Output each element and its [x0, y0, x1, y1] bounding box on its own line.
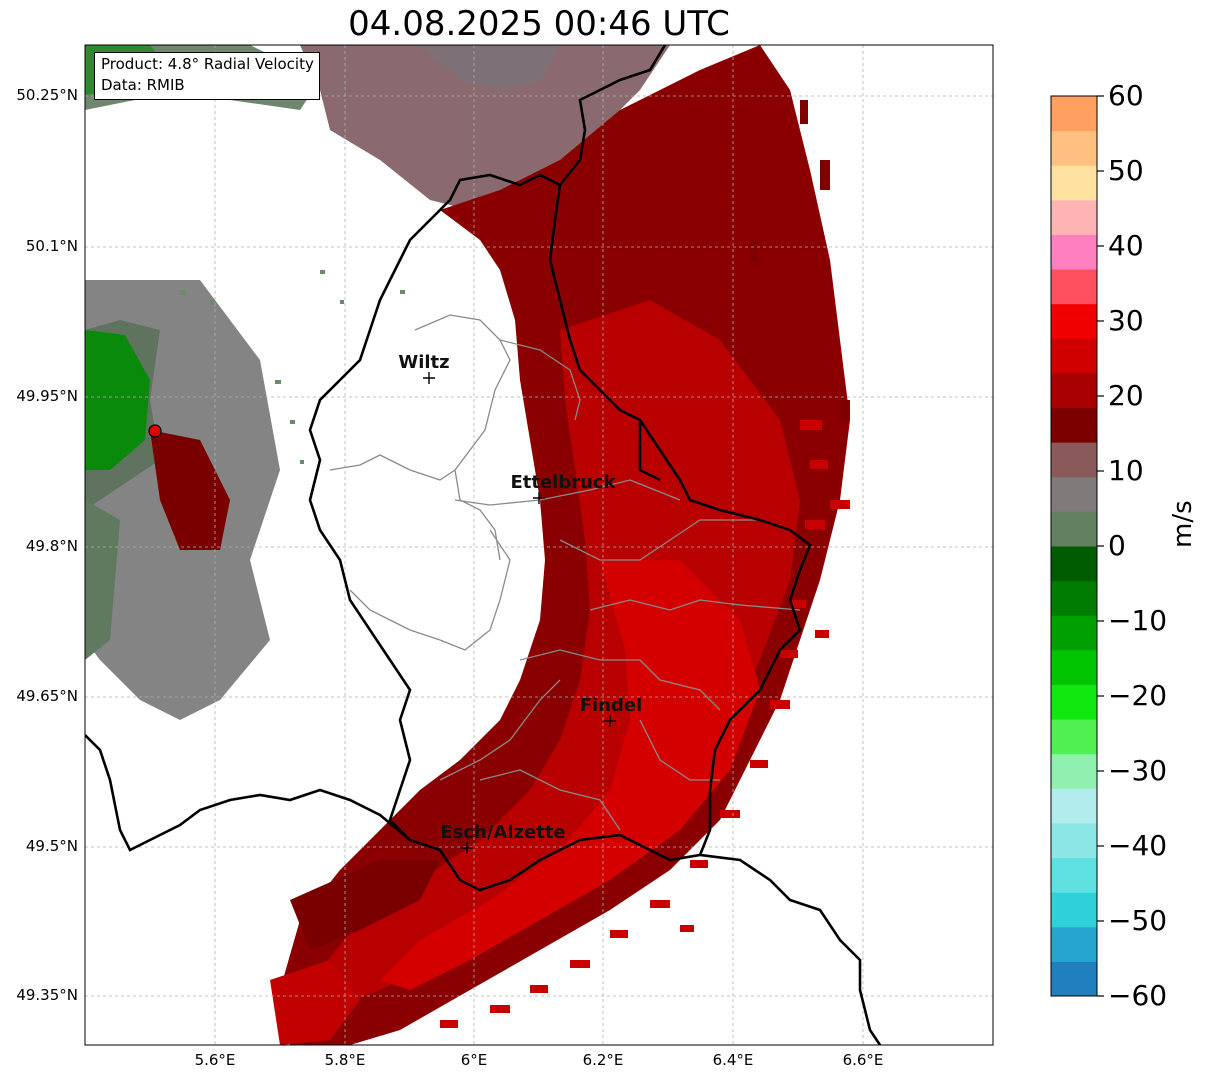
canton-borders	[329, 314, 801, 831]
city-label-esch-alzette: Esch/Alzette	[440, 822, 565, 843]
map-frame	[84, 44, 994, 1046]
colorbar-tick-marks	[1097, 95, 1104, 997]
colorbar-band	[1051, 269, 1097, 305]
city-label-wiltz: Wiltz	[398, 352, 449, 373]
data-source-label: Data: RMIB	[101, 76, 185, 94]
colorbar-tick-0: 0	[1108, 528, 1126, 562]
colorbar-tick-60: 60	[1108, 78, 1144, 112]
colorbar-band	[1051, 580, 1097, 616]
city-label-findel: Findel	[580, 695, 643, 716]
lon-tick-5-8: 5.8°E	[324, 1051, 366, 1069]
colorbar-band	[1051, 130, 1097, 166]
colorbar-tick-20: 20	[1108, 378, 1144, 412]
lon-tick-5-6: 5.6°E	[194, 1051, 236, 1069]
colorbar-band	[1051, 649, 1097, 685]
lon-tick-6-0: 6°E	[460, 1051, 488, 1069]
colorbar-tick-m20: −20	[1108, 678, 1168, 712]
colorbar-tick-m40: −40	[1108, 828, 1168, 862]
colorbar-label: m/s	[1168, 500, 1198, 548]
radar-echoes	[85, 45, 850, 1045]
colorbar-tick-10: 10	[1108, 453, 1144, 487]
colorbar-tick-m30: −30	[1108, 753, 1168, 787]
city-markers: Wiltz Ettelbruck Findel Esch/Alzette	[398, 352, 642, 854]
colorbar-band	[1051, 96, 1097, 132]
colorbar-band	[1051, 546, 1097, 582]
lon-tick-6-4: 6.4°E	[712, 1051, 754, 1069]
colorbar-band	[1051, 961, 1097, 997]
lat-tick-49-65: 49.65°N	[16, 687, 78, 705]
city-marker-ettelbruck: Ettelbruck	[510, 472, 617, 504]
lon-tick-6-6: 6.6°E	[842, 1051, 884, 1069]
colorbar-band	[1051, 165, 1097, 201]
city-label-ettelbruck: Ettelbruck	[510, 472, 616, 493]
city-marker-findel: Findel	[580, 695, 643, 727]
map-gridlines	[85, 45, 993, 1045]
colorbar-tick-40: 40	[1108, 228, 1144, 262]
colorbar	[1051, 96, 1097, 997]
colorbar-band	[1051, 719, 1097, 755]
map-title: 04.08.2025 00:46 UTC	[348, 4, 730, 44]
product-info-box: Product: 4.8° Radial Velocity Data: RMIB	[94, 52, 320, 100]
lat-tick-49-8: 49.8°N	[25, 537, 78, 555]
colorbar-band	[1051, 338, 1097, 374]
colorbar-band	[1051, 615, 1097, 651]
colorbar-band	[1051, 753, 1097, 789]
product-label: Product: 4.8° Radial Velocity	[101, 55, 314, 73]
colorbar-band	[1051, 788, 1097, 824]
colorbar-band	[1051, 684, 1097, 720]
radar-site-marker	[148, 424, 162, 438]
colorbar-band	[1051, 822, 1097, 859]
colorbar-band	[1051, 199, 1097, 235]
colorbar-tick-50: 50	[1108, 153, 1144, 187]
colorbar-band	[1051, 511, 1097, 547]
city-marker-esch: Esch/Alzette	[440, 822, 566, 854]
colorbar-band	[1051, 857, 1097, 893]
lat-tick-49-5: 49.5°N	[25, 837, 78, 855]
lon-tick-6-2: 6.2°E	[582, 1051, 624, 1069]
lat-tick-50-25: 50.25°N	[16, 86, 78, 104]
colorbar-band	[1051, 303, 1097, 339]
colorbar-band	[1051, 926, 1097, 962]
lat-tick-50-1: 50.1°N	[25, 237, 78, 255]
colorbar-band	[1051, 476, 1097, 512]
country-borders	[85, 45, 882, 1045]
lat-tick-49-35: 49.35°N	[16, 986, 78, 1004]
city-marker-wiltz: Wiltz	[398, 352, 450, 384]
colorbar-tick-m60: −60	[1108, 978, 1168, 1012]
colorbar-band	[1051, 407, 1097, 443]
colorbar-band	[1051, 442, 1097, 478]
colorbar-band	[1051, 892, 1097, 928]
colorbar-tick-m10: −10	[1108, 603, 1168, 637]
colorbar-band	[1051, 372, 1097, 409]
colorbar-tick-m50: −50	[1108, 903, 1168, 937]
colorbar-tick-30: 30	[1108, 303, 1144, 337]
lat-tick-49-95: 49.95°N	[16, 387, 78, 405]
colorbar-band	[1051, 234, 1097, 270]
